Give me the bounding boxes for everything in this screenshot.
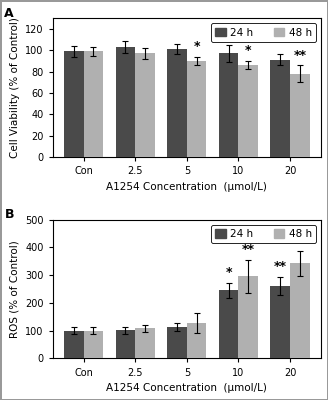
- Legend: 24 h, 48 h: 24 h, 48 h: [211, 225, 316, 243]
- Bar: [64, 331, 84, 358]
- X-axis label: A1254 Concentration  (μmol/L): A1254 Concentration (μmol/L): [107, 182, 267, 192]
- Text: **: **: [294, 49, 306, 62]
- X-axis label: A1254 Concentration  (μmol/L): A1254 Concentration (μmol/L): [107, 383, 267, 393]
- Text: B: B: [4, 208, 14, 222]
- Bar: [84, 51, 103, 157]
- Bar: [238, 65, 258, 157]
- Bar: [116, 330, 135, 358]
- Bar: [187, 323, 207, 358]
- Text: **: **: [242, 243, 255, 256]
- Bar: [219, 290, 238, 358]
- Bar: [187, 61, 207, 157]
- Bar: [290, 74, 310, 157]
- Bar: [135, 328, 155, 358]
- Bar: [167, 49, 187, 157]
- Text: **: **: [294, 234, 306, 248]
- Bar: [116, 47, 135, 157]
- Text: *: *: [194, 40, 200, 53]
- Text: *: *: [245, 44, 252, 58]
- Legend: 24 h, 48 h: 24 h, 48 h: [211, 23, 316, 42]
- Bar: [64, 51, 84, 157]
- Bar: [167, 327, 187, 358]
- Bar: [135, 54, 155, 157]
- Bar: [84, 331, 103, 358]
- Bar: [271, 286, 290, 358]
- Bar: [219, 54, 238, 157]
- Bar: [290, 264, 310, 358]
- Text: *: *: [225, 266, 232, 279]
- Y-axis label: Cell Viability (% of Control): Cell Viability (% of Control): [10, 17, 20, 158]
- Bar: [238, 276, 258, 358]
- Bar: [271, 60, 290, 157]
- Text: **: **: [274, 260, 287, 273]
- Y-axis label: ROS (% of Control): ROS (% of Control): [10, 240, 20, 338]
- Text: A: A: [4, 7, 14, 20]
